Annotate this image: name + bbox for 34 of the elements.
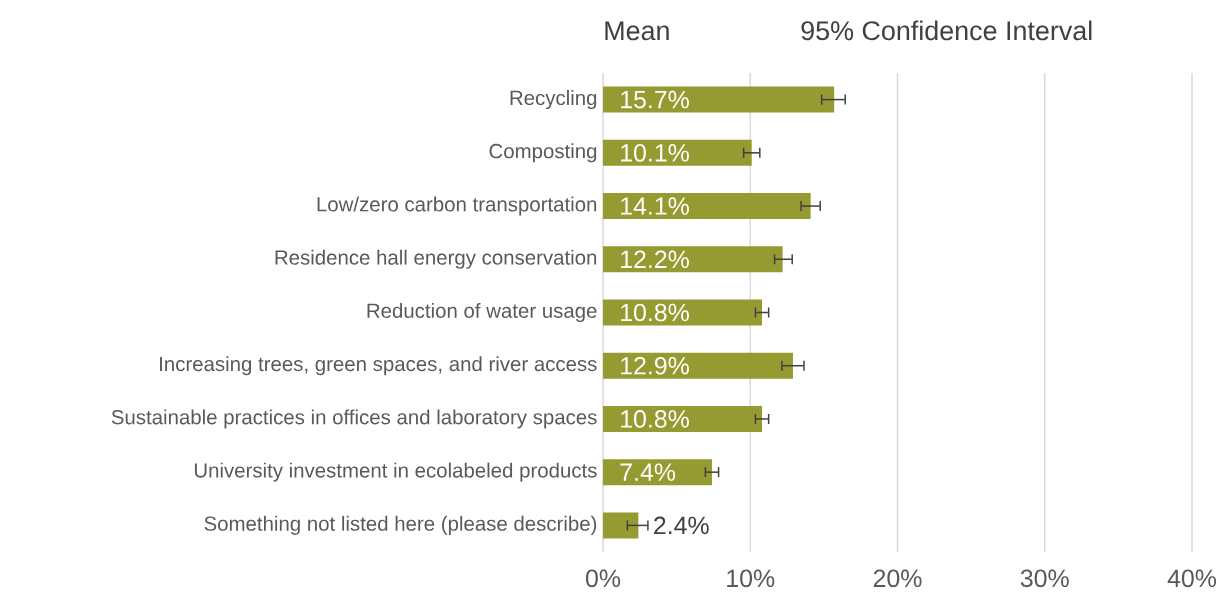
data-label: 14.1% bbox=[621, 197, 689, 215]
bar bbox=[603, 139, 752, 166]
text: Mean bbox=[605, 21, 669, 41]
bar bbox=[603, 299, 763, 326]
y-tick-label: Low/zero carbon transportation bbox=[317, 196, 597, 216]
data-label: 10.8% bbox=[621, 410, 689, 428]
x-tick-label: 40% bbox=[1167, 569, 1217, 588]
bar bbox=[603, 512, 639, 539]
data-label: 2.4% bbox=[654, 516, 709, 535]
y-tick-label: Something not listed here (please describe) bbox=[204, 515, 597, 535]
y-tick-label: University investment in ecolabeled products bbox=[194, 462, 597, 482]
data-label: 15.7% bbox=[621, 90, 689, 109]
bar bbox=[603, 246, 783, 273]
y-tick-label: Composting bbox=[489, 143, 597, 163]
bar bbox=[603, 86, 835, 113]
x-tick-label: 30% bbox=[1020, 569, 1069, 588]
text: 95% Confidence Interval bbox=[801, 20, 1092, 41]
data-label: 7.4% bbox=[620, 463, 676, 481]
bar bbox=[603, 193, 811, 220]
y-tick-label: Residence hall energy conservation bbox=[275, 249, 597, 269]
bar bbox=[603, 405, 763, 432]
x-tick-label: 0% bbox=[585, 569, 621, 588]
y-tick-label: Increasing trees, green spaces, and river access bbox=[160, 356, 597, 376]
x-tick-label: 10% bbox=[727, 569, 775, 588]
y-tick-label: Sustainable practices in offices and laboratory spaces bbox=[111, 409, 597, 429]
y-tick-label: Reduction of water usage bbox=[367, 302, 597, 323]
y-tick-label: Recycling bbox=[510, 90, 597, 110]
bar bbox=[603, 352, 793, 379]
x-tick-label: 20% bbox=[873, 569, 922, 588]
data-label: 12.9% bbox=[621, 356, 689, 375]
data-label: 10.8% bbox=[621, 303, 689, 322]
bar bbox=[603, 459, 712, 486]
data-label: 12.2% bbox=[621, 250, 689, 269]
data-label: 10.1% bbox=[621, 144, 689, 162]
